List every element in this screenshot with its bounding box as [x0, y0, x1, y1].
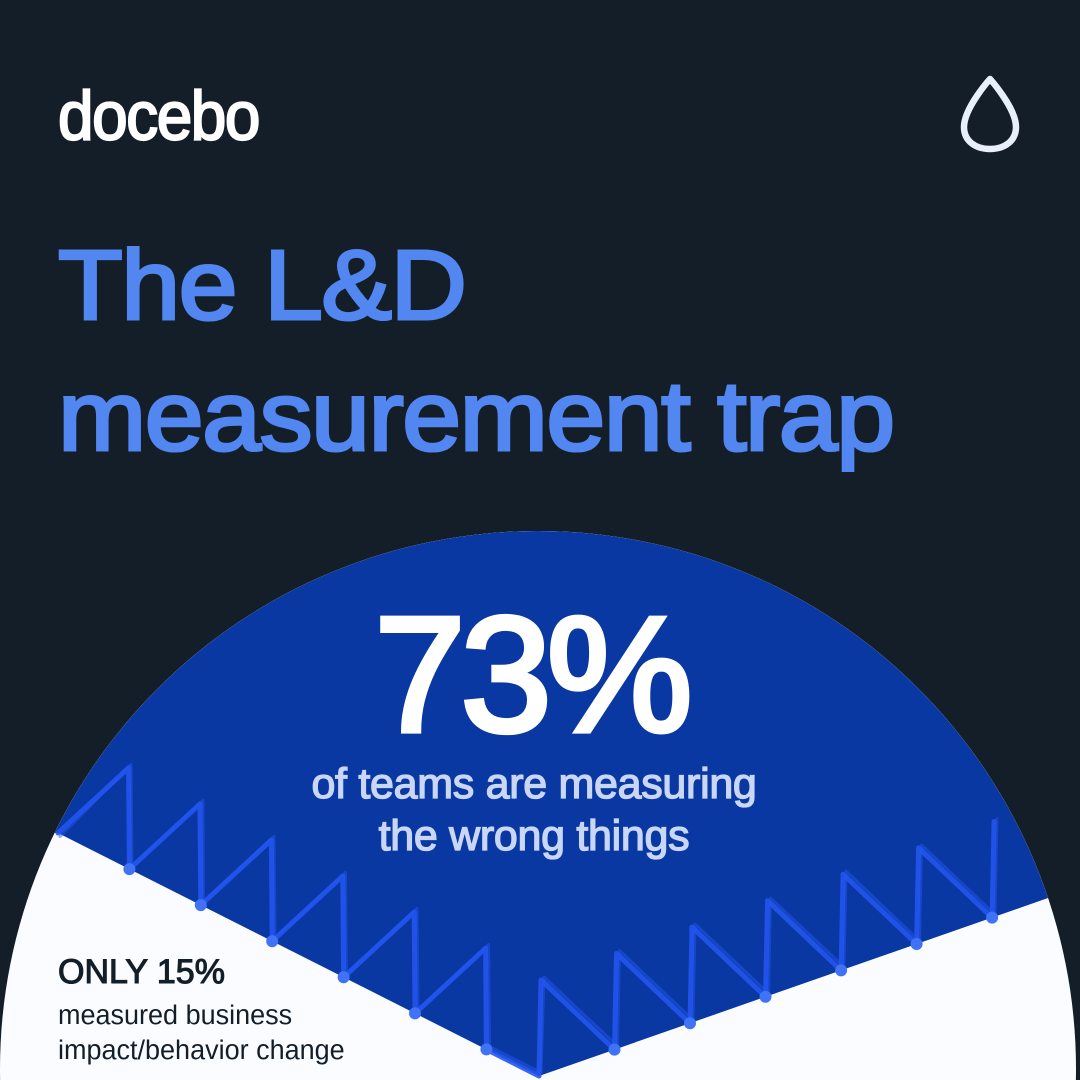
svg-text:of teams are measuring: of teams are measuring — [311, 760, 756, 808]
svg-text:the wrong things: the wrong things — [378, 812, 690, 860]
svg-text:73%: 73% — [374, 583, 689, 766]
